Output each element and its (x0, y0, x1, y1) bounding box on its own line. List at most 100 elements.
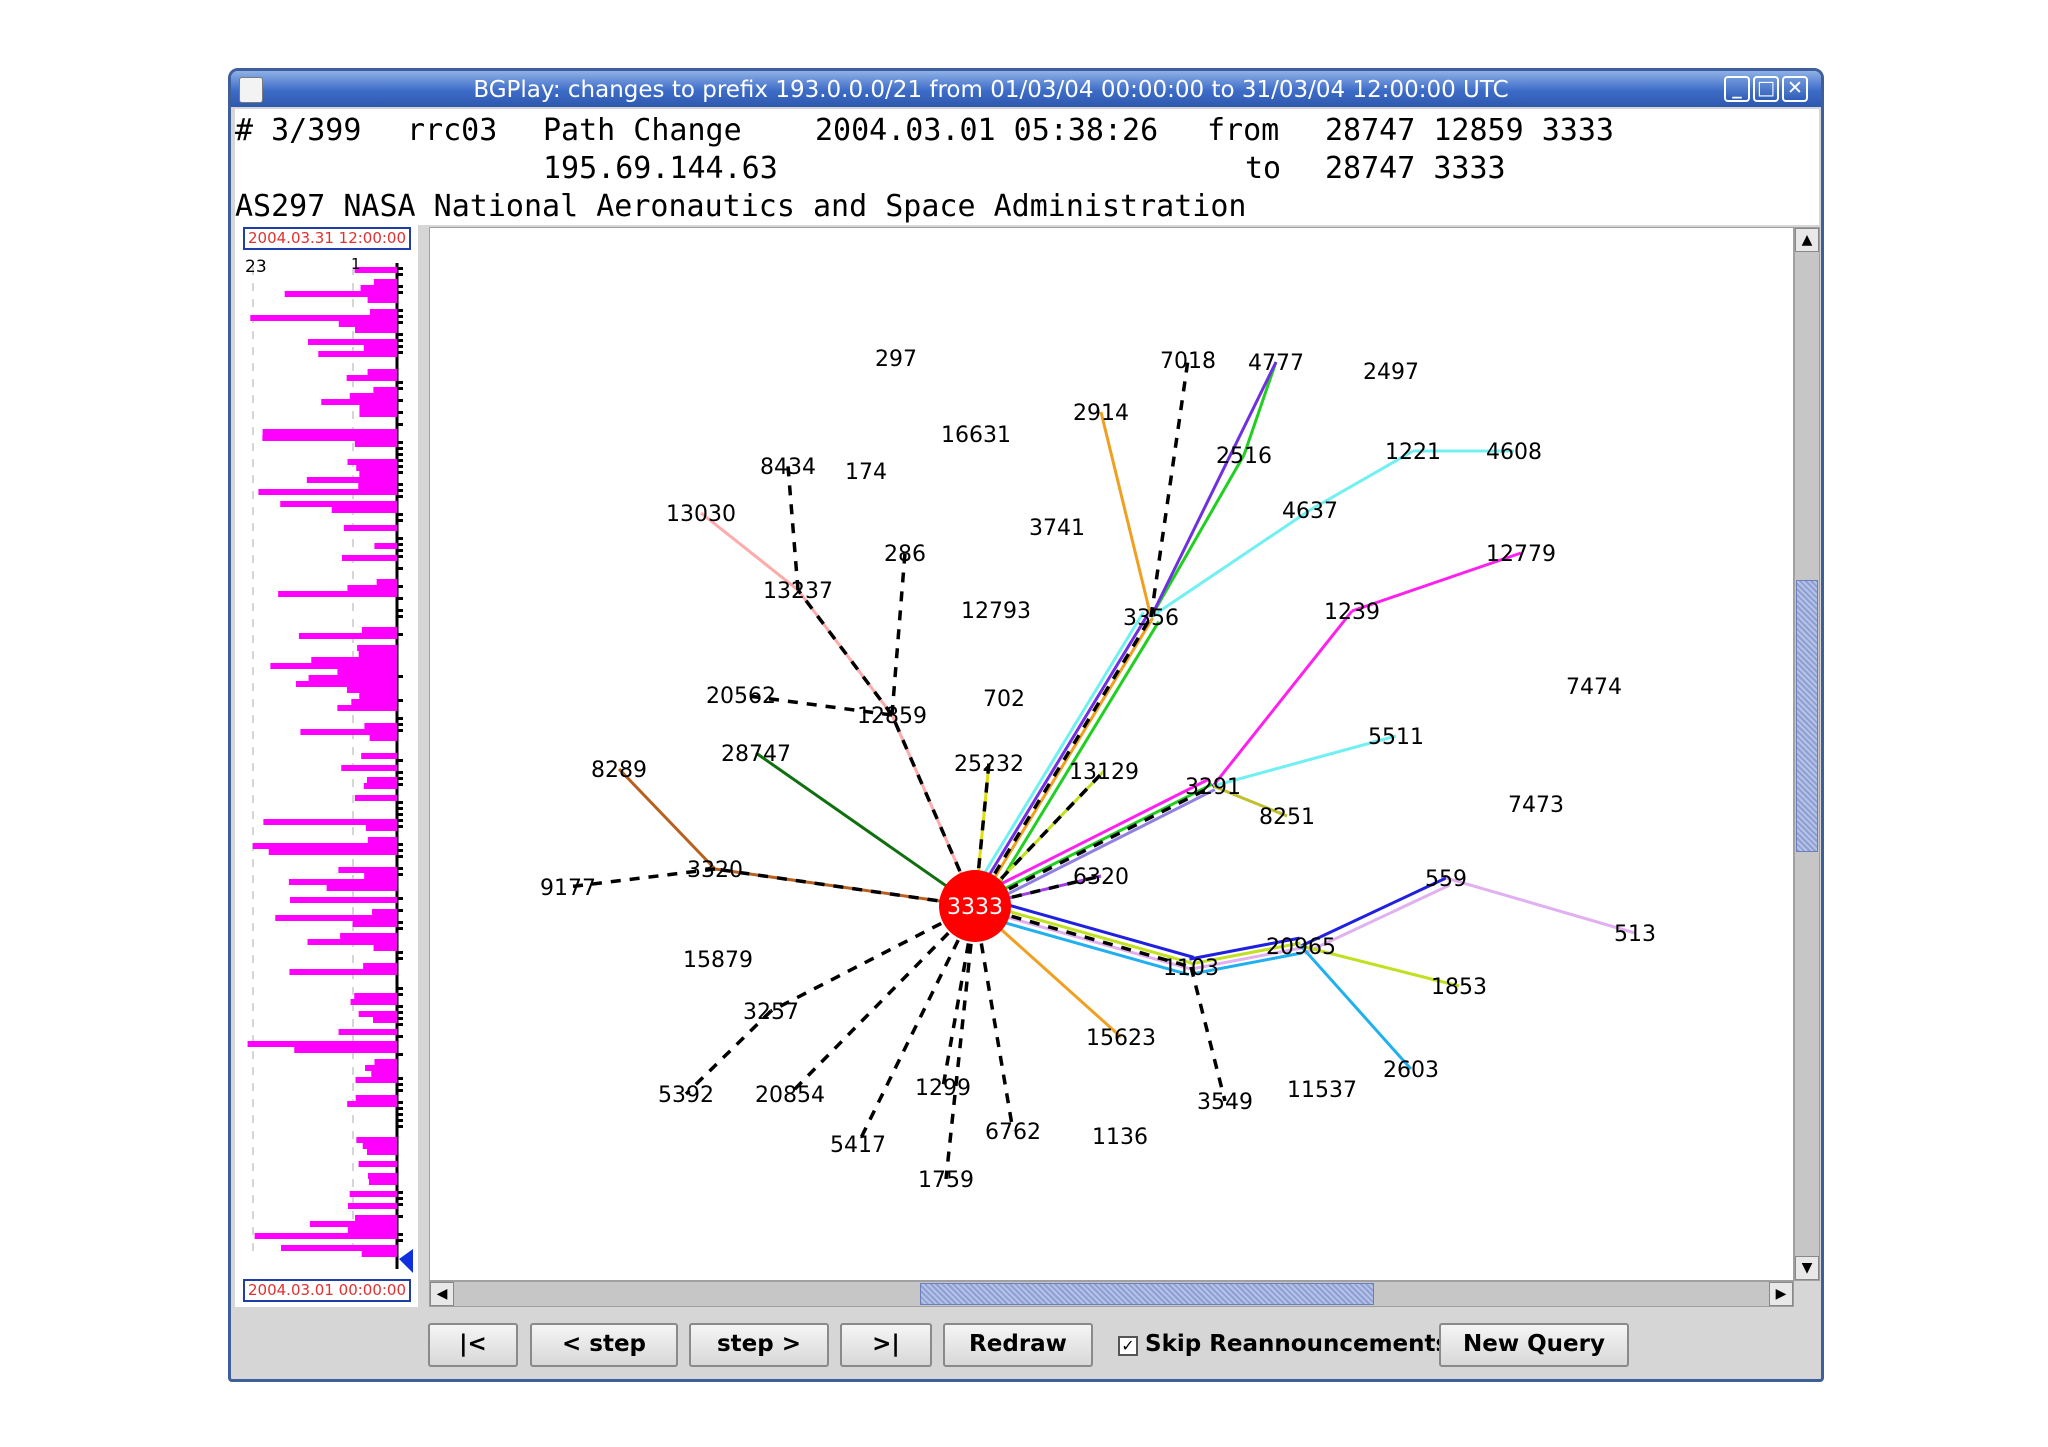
event-tick (397, 333, 403, 336)
as-node-3291[interactable]: 3291 (1185, 775, 1241, 800)
minimize-button[interactable]: _ (1724, 76, 1750, 102)
scroll-left-arrow[interactable]: ◀ (430, 1282, 454, 1306)
as-node-6320[interactable]: 6320 (1073, 865, 1129, 890)
scroll-right-arrow[interactable]: ▶ (1769, 1282, 1793, 1306)
as-node-5417[interactable]: 5417 (830, 1133, 886, 1158)
as-node-7473[interactable]: 7473 (1508, 793, 1564, 818)
window-icon[interactable] (239, 77, 263, 103)
as-node-1103[interactable]: 1103 (1163, 956, 1219, 981)
horizontal-scroll-thumb[interactable] (920, 1283, 1374, 1305)
vertical-scrollbar[interactable]: ▲ ▼ (1794, 227, 1820, 1281)
as-node-1759[interactable]: 1759 (918, 1168, 974, 1193)
as-node-11537[interactable]: 11537 (1287, 1078, 1357, 1103)
as-node-12779[interactable]: 12779 (1486, 542, 1556, 567)
as-node-702[interactable]: 702 (983, 687, 1025, 712)
as-node-8434[interactable]: 8434 (760, 455, 816, 480)
as-node-16631[interactable]: 16631 (941, 423, 1011, 448)
histogram-bar (331, 507, 397, 513)
as-node-3320[interactable]: 3320 (687, 858, 743, 883)
as-node-2603[interactable]: 2603 (1383, 1058, 1439, 1083)
origin-as-node[interactable] (939, 870, 1011, 942)
title-bar[interactable]: BGPlay: changes to prefix 193.0.0.0/21 f… (231, 71, 1821, 107)
as-node-12793[interactable]: 12793 (961, 599, 1031, 624)
as-node-13237[interactable]: 13237 (763, 579, 833, 604)
event-tick (397, 471, 403, 474)
as-node-20562[interactable]: 20562 (706, 684, 776, 709)
as-node-7018[interactable]: 7018 (1160, 349, 1216, 374)
as-graph-canvas[interactable]: 297 7018 4777 2497 2914 16631 2516 1221 4608 8434… (429, 227, 1794, 1281)
as-node-28747[interactable]: 28747 (721, 742, 791, 767)
as-node-3549[interactable]: 3549 (1197, 1090, 1253, 1115)
as-node-8289[interactable]: 8289 (591, 758, 647, 783)
as-node-13129[interactable]: 13129 (1069, 760, 1139, 785)
route-edge-20965-559 (1303, 883, 1451, 955)
histogram-bar (337, 669, 397, 675)
event-tick (397, 1119, 403, 1122)
as-node-15623[interactable]: 15623 (1086, 1026, 1156, 1051)
route-edge-1239-12779 (1351, 551, 1522, 613)
as-node-3356[interactable]: 3356 (1123, 606, 1179, 631)
histogram-bar (367, 297, 397, 303)
first-event-button[interactable]: |< (428, 1323, 518, 1367)
step-back-button[interactable]: < step (530, 1323, 678, 1367)
as-node-1853[interactable]: 1853 (1431, 975, 1487, 1000)
scroll-up-arrow[interactable]: ▲ (1795, 228, 1819, 252)
as-node-6762[interactable]: 6762 (985, 1120, 1041, 1145)
previous-route-edge-13237-8434 (786, 465, 800, 591)
as-node-9177[interactable]: 9177 (540, 876, 596, 901)
as-node-7474[interactable]: 7474 (1566, 675, 1622, 700)
event-tick (397, 453, 403, 456)
maximize-button[interactable]: □ (1753, 76, 1779, 102)
histogram-bar (369, 309, 397, 315)
close-button[interactable]: ✕ (1782, 76, 1808, 102)
as-node-3257[interactable]: 3257 (743, 1000, 799, 1025)
as-node-286[interactable]: 286 (884, 542, 926, 567)
as-node-5511[interactable]: 5511 (1368, 725, 1424, 750)
as-node-4608[interactable]: 4608 (1486, 440, 1542, 465)
horizontal-scrollbar[interactable]: ◀ ▶ (429, 1281, 1794, 1307)
event-tick (397, 315, 403, 318)
last-event-button[interactable]: >| (840, 1323, 932, 1367)
as-node-4637[interactable]: 4637 (1282, 499, 1338, 524)
as-node-1136[interactable]: 1136 (1092, 1125, 1148, 1150)
as-node-5392[interactable]: 5392 (658, 1083, 714, 1108)
skip-reannouncements-label[interactable]: Skip Reannouncements (1145, 1331, 1450, 1357)
as-node-8251[interactable]: 8251 (1259, 805, 1315, 830)
histogram-bar (346, 375, 397, 381)
as-node-2914[interactable]: 2914 (1073, 401, 1129, 426)
event-tick (397, 411, 403, 414)
as-node-4777[interactable]: 4777 (1248, 351, 1304, 376)
as-node-513[interactable]: 513 (1614, 922, 1656, 947)
as-node-20965[interactable]: 20965 (1266, 935, 1336, 960)
as-node-2497[interactable]: 2497 (1363, 360, 1419, 385)
as-node-1299[interactable]: 1299 (915, 1076, 971, 1101)
current-time-marker[interactable] (399, 1249, 413, 1273)
as-graph[interactable]: 297 7018 4777 2497 2914 16631 2516 1221 4608 8434… (430, 228, 1794, 1281)
as-node-1221[interactable]: 1221 (1385, 440, 1441, 465)
as-node-25232[interactable]: 25232 (954, 752, 1024, 777)
as-node-12859[interactable]: 12859 (857, 704, 927, 729)
histogram-bar (250, 315, 397, 321)
event-histogram[interactable] (235, 257, 418, 1277)
as-node-3741[interactable]: 3741 (1029, 516, 1085, 541)
as-node-1239[interactable]: 1239 (1324, 600, 1380, 625)
histogram-bar (361, 627, 397, 633)
skip-reannouncements-checkbox[interactable]: ✓ (1118, 1336, 1138, 1356)
vertical-scroll-thumb[interactable] (1796, 580, 1818, 852)
redraw-button[interactable]: Redraw (943, 1323, 1093, 1367)
as-node-13030[interactable]: 13030 (666, 502, 736, 527)
route-edge-3333-1103 (977, 894, 1195, 959)
timeline-panel[interactable]: 2004.03.31 12:00:00 23 1 2004.03.01 00:0… (235, 225, 418, 1307)
step-forward-button[interactable]: step > (689, 1323, 829, 1367)
new-query-button[interactable]: New Query (1439, 1323, 1629, 1367)
scroll-down-arrow[interactable]: ▼ (1795, 1256, 1819, 1280)
as-node-174[interactable]: 174 (845, 460, 887, 485)
as-node-559[interactable]: 559 (1425, 867, 1467, 892)
origin-as-label[interactable]: 3333 (947, 895, 1003, 920)
as-node-297[interactable]: 297 (875, 347, 917, 372)
event-tick (397, 597, 403, 600)
as-node-2516[interactable]: 2516 (1216, 444, 1272, 469)
route-edge-3291-1239 (1211, 610, 1354, 787)
as-node-15879[interactable]: 15879 (683, 948, 753, 973)
as-node-20854[interactable]: 20854 (755, 1083, 825, 1108)
